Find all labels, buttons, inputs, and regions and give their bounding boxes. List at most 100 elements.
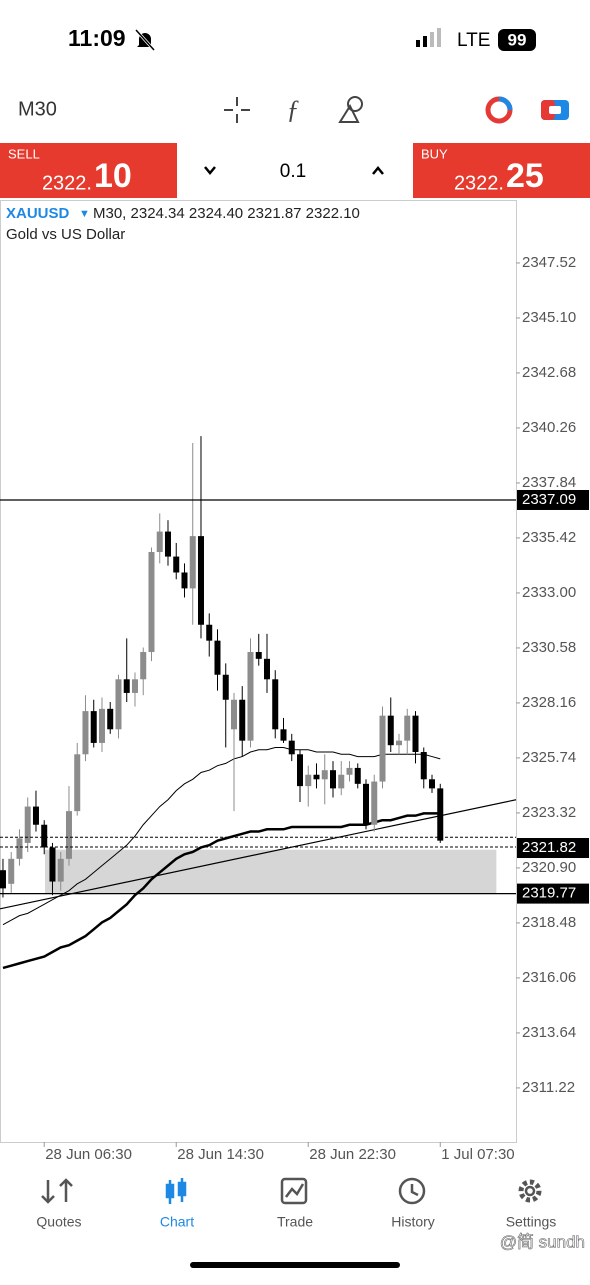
candle-body	[387, 715, 394, 746]
battery	[498, 29, 536, 51]
y-tick-label: 2347.52	[522, 254, 576, 271]
timeframe[interactable]: M30	[18, 98, 57, 120]
candle-body	[305, 774, 312, 787]
y-tick-label: 2342.68	[522, 364, 576, 381]
candle-body	[371, 781, 378, 825]
candle-body	[0, 870, 6, 889]
y-tick-label: 2313.64	[522, 1024, 576, 1041]
candle-body	[49, 847, 56, 882]
candle-body	[57, 858, 64, 882]
y-tick-label: 2337.84	[522, 474, 576, 491]
x-tick-label: 28 Jun 14:30	[177, 1146, 264, 1163]
level-label-box	[517, 883, 589, 904]
candle-body	[296, 754, 303, 787]
candle-body	[24, 806, 31, 843]
candle-body	[404, 715, 411, 741]
battery-level: 99	[508, 30, 527, 49]
x-tick-label: 1 Jul 07:30	[441, 1146, 514, 1163]
candle-body	[437, 788, 444, 841]
tab-label[interactable]: Settings	[506, 1214, 557, 1230]
level-label: 2319.77	[522, 885, 576, 902]
candle-body	[247, 652, 254, 741]
candle-body	[32, 806, 39, 825]
status-time: 11:09	[68, 25, 126, 51]
x-tick-label: 28 Jun 22:30	[309, 1146, 396, 1163]
buy-button[interactable]	[413, 143, 590, 198]
candle-body	[107, 708, 114, 730]
tab-label[interactable]: Chart	[160, 1214, 194, 1230]
candle-body	[420, 752, 427, 780]
candle-body	[280, 729, 287, 741]
volume-down[interactable]	[204, 166, 216, 175]
level-label: 2337.09	[522, 491, 576, 508]
tab-label[interactable]: Quotes	[36, 1214, 81, 1230]
x-tick-label: 28 Jun 06:30	[45, 1146, 132, 1163]
network: LTE	[457, 30, 490, 51]
y-tick-label: 2335.42	[522, 529, 576, 546]
candle-body	[41, 824, 48, 848]
description: Gold vs US Dollar	[6, 226, 125, 243]
candle-body	[140, 652, 147, 680]
y-tick-label: 2323.32	[522, 804, 576, 821]
candle-body	[379, 715, 386, 782]
candle-body	[396, 740, 403, 746]
indicators-icon[interactable]: ƒ	[287, 95, 300, 124]
candle-body	[338, 774, 345, 789]
symbol[interactable]: XAUUSD	[6, 205, 70, 222]
buy-price: 2322.	[454, 172, 504, 194]
y-tick-label: 2316.06	[522, 969, 576, 986]
tab-label[interactable]: Trade	[277, 1214, 313, 1230]
candle-body	[90, 711, 97, 743]
bid-label: 2321.82	[522, 839, 576, 856]
candle-body	[8, 858, 15, 884]
candle-body	[65, 811, 72, 859]
candle-body	[156, 531, 163, 553]
candle-body	[346, 767, 353, 775]
candle-body	[82, 711, 89, 755]
y-tick-label: 2345.10	[522, 309, 576, 326]
sell-price-big: 10	[94, 157, 132, 195]
buy-label: BUY	[421, 146, 448, 161]
candle-body	[263, 658, 270, 680]
ohlc-info: M30, 2324.34 2324.40 2321.87 2322.10	[93, 205, 360, 222]
candle-body	[206, 624, 213, 641]
candle-body	[173, 556, 180, 573]
y-tick-label: 2340.26	[522, 419, 576, 436]
candle-body	[329, 770, 336, 789]
candle-body	[131, 679, 138, 693]
candle-body	[123, 679, 130, 693]
volume-up[interactable]	[372, 166, 384, 175]
candle-body	[148, 552, 155, 653]
tab-label[interactable]: History	[391, 1214, 435, 1230]
tab-bar: Quotes Chart Trade History Settings	[36, 1214, 556, 1230]
moving-average	[2, 746, 441, 926]
volume[interactable]: 0.1	[280, 161, 306, 182]
sell-button[interactable]	[0, 143, 177, 198]
candle-body	[412, 715, 419, 753]
candle-body	[255, 652, 262, 659]
trend-line	[0, 799, 516, 910]
candle-body	[214, 640, 221, 675]
candle-body	[164, 531, 171, 557]
y-tick-label: 2320.90	[522, 859, 576, 876]
objects-icon[interactable]	[338, 96, 363, 123]
symbol-menu[interactable]: ▼	[79, 208, 90, 220]
candle-body	[363, 783, 370, 825]
y-tick-label: 2325.74	[522, 749, 576, 766]
account-icon[interactable]	[485, 96, 513, 124]
candle-body	[313, 774, 320, 780]
plot-area	[0, 436, 516, 970]
candle-body	[222, 674, 229, 700]
y-tick-label: 2311.22	[522, 1079, 575, 1096]
zone	[45, 849, 497, 894]
trade-icon[interactable]	[541, 100, 569, 120]
level-label-box	[517, 489, 589, 510]
candle-body	[197, 536, 204, 625]
y-tick-label: 2330.58	[522, 639, 576, 656]
crosshair-icon[interactable]	[224, 97, 250, 123]
candle-body	[189, 536, 196, 589]
candle-body	[239, 699, 246, 741]
bid-label-box	[517, 838, 589, 859]
candle-body	[288, 740, 295, 755]
